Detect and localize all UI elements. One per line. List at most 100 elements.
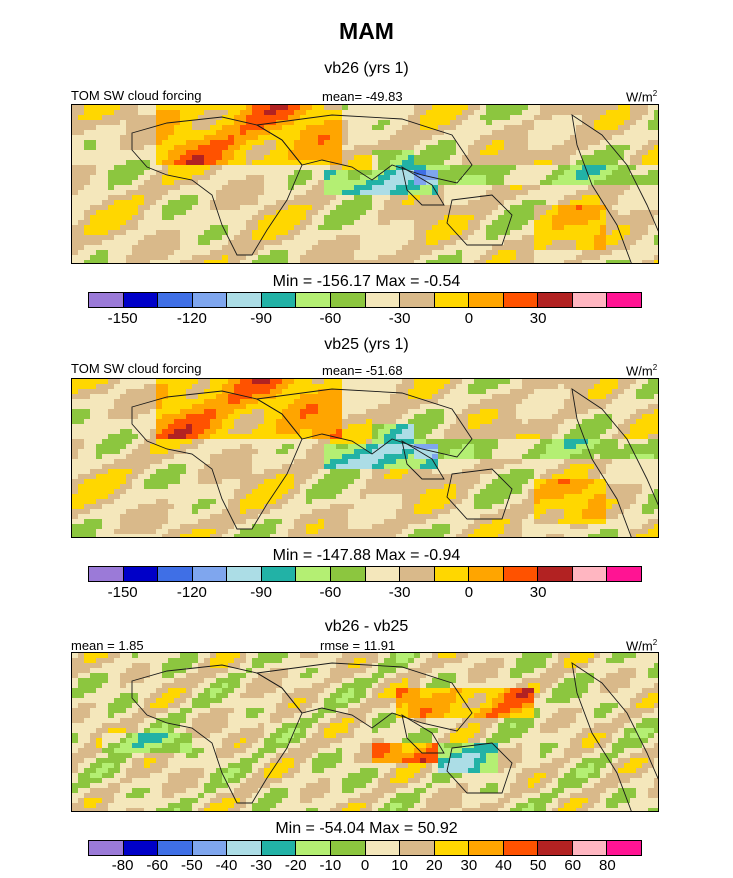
colorbar-tick-label: 10 [391, 857, 408, 874]
panel-title-3: vb26 - vb25 [324, 618, 409, 635]
panel-1-mean-label: mean= -49.83 [322, 89, 403, 104]
colorbar-box [503, 567, 539, 581]
coastline [571, 662, 658, 811]
colorbar-tick-label: -60 [319, 584, 342, 601]
colorbar-tick-label: -30 [388, 584, 411, 601]
colorbar-tick-label: 30 [460, 857, 478, 874]
panel-1-left-label: TOM SW cloud forcing [71, 88, 202, 103]
colorbar-box [89, 567, 124, 581]
colorbar-tick-label: 30 [529, 310, 547, 327]
panel-3-colorbar [88, 840, 642, 856]
panel-1-colorbar-ticks: -150 -120 -90 -60 -30 0 30 [88, 310, 642, 330]
panel-2-units-label: W/m2 [626, 363, 658, 379]
colorbar-box [123, 293, 159, 307]
coastline [446, 742, 513, 794]
colorbar-box [330, 567, 366, 581]
colorbar-box [503, 293, 539, 307]
colorbar-box [296, 567, 331, 581]
colorbar-tick-label: -120 [176, 584, 207, 601]
colorbar-box [89, 841, 124, 855]
colorbar-tick-label: -30 [250, 857, 272, 874]
colorbar-tick-label: 40 [495, 857, 512, 874]
panel-1-min-max: Min = -156.17 Max = -0.54 [272, 273, 461, 290]
colorbar-box [158, 293, 193, 307]
colorbar-box [503, 841, 539, 855]
colorbar-tick-label: -60 [146, 857, 169, 874]
colorbar-box [296, 293, 331, 307]
colorbar-box [400, 293, 435, 307]
colorbar-box [227, 293, 262, 307]
colorbar-box [158, 841, 193, 855]
colorbar-box [434, 567, 470, 581]
colorbar-tick-label: 0 [464, 584, 474, 601]
colorbar-box [469, 841, 504, 855]
colorbar-tick-label: 50 [529, 857, 547, 874]
colorbar-box [400, 841, 435, 855]
colorbar-tick-label: -90 [250, 584, 272, 601]
colorbar-box [434, 841, 470, 855]
panel-1-colorbar [88, 292, 642, 308]
coastline [446, 468, 513, 520]
colorbar-tick-label: -150 [107, 310, 138, 327]
coastline [131, 664, 303, 804]
colorbar-box [538, 841, 573, 855]
colorbar-tick-label: -10 [319, 857, 342, 874]
colorbar-box [227, 567, 262, 581]
colorbar-tick-label: -80 [111, 857, 134, 874]
panel-2-colorbar [88, 566, 642, 582]
colorbar-box [572, 293, 608, 307]
panel-1-map [71, 104, 659, 264]
colorbar-box [89, 293, 124, 307]
colorbar-box [572, 567, 608, 581]
colorbar-box [192, 841, 228, 855]
colorbar-box [538, 293, 573, 307]
colorbar-tick-label: -60 [319, 310, 342, 327]
colorbar-box [400, 567, 435, 581]
colorbar-tick-label: -90 [250, 310, 272, 327]
colorbar-box [538, 567, 573, 581]
panel-2-colorbar-ticks: -150 -120 -90 -60 -30 0 30 [88, 584, 642, 604]
colorbar-tick-label: -150 [107, 584, 138, 601]
colorbar-tick-label: 60 [564, 857, 582, 874]
panel-2-min-max: Min = -147.88 Max = -0.94 [272, 547, 461, 564]
panel-3-min-max: Min = -54.04 Max = 50.92 [275, 820, 458, 837]
coastline [401, 714, 445, 754]
panel-title-1: vb26 (yrs 1) [324, 60, 409, 77]
colorbar-tick-label: -120 [176, 310, 207, 327]
coastline [401, 440, 445, 480]
coastline [131, 116, 303, 256]
coastline [571, 114, 658, 263]
colorbar-box [469, 567, 504, 581]
panel-3-mean-label: mean = 1.85 [71, 638, 144, 653]
colorbar-box [607, 567, 641, 581]
colorbar-box [434, 293, 470, 307]
colorbar-box [192, 293, 228, 307]
colorbar-tick-label: 20 [425, 857, 443, 874]
panel-2-left-label: TOM SW cloud forcing [71, 361, 202, 376]
colorbar-box [192, 567, 228, 581]
coastline [131, 390, 303, 530]
main-title: MAM [339, 18, 394, 44]
panel-title-2: vb25 (yrs 1) [324, 336, 409, 353]
colorbar-box [330, 841, 366, 855]
coastline [401, 166, 445, 206]
colorbar-tick-label: 0 [464, 310, 474, 327]
colorbar-tick-label: -40 [215, 857, 238, 874]
colorbar-tick-label: 30 [529, 584, 547, 601]
panel-3-map [71, 652, 659, 812]
panel-3-units-label: W/m2 [626, 638, 658, 654]
colorbar-box [365, 293, 401, 307]
colorbar-box [261, 841, 297, 855]
panel-3-colorbar-ticks: -80 -60 -50 -40 -30 -20 -10 0 10 20 30 40 50 60 80 [88, 857, 642, 877]
colorbar-box [123, 567, 159, 581]
coastline [446, 194, 513, 246]
panel-1-units-label: W/m2 [626, 89, 658, 105]
colorbar-box [607, 841, 641, 855]
colorbar-box [572, 841, 608, 855]
colorbar-box [227, 841, 262, 855]
colorbar-box [261, 293, 297, 307]
colorbar-box [469, 293, 504, 307]
colorbar-box [158, 567, 193, 581]
colorbar-tick-label: 80 [599, 857, 616, 874]
colorbar-box [123, 841, 159, 855]
